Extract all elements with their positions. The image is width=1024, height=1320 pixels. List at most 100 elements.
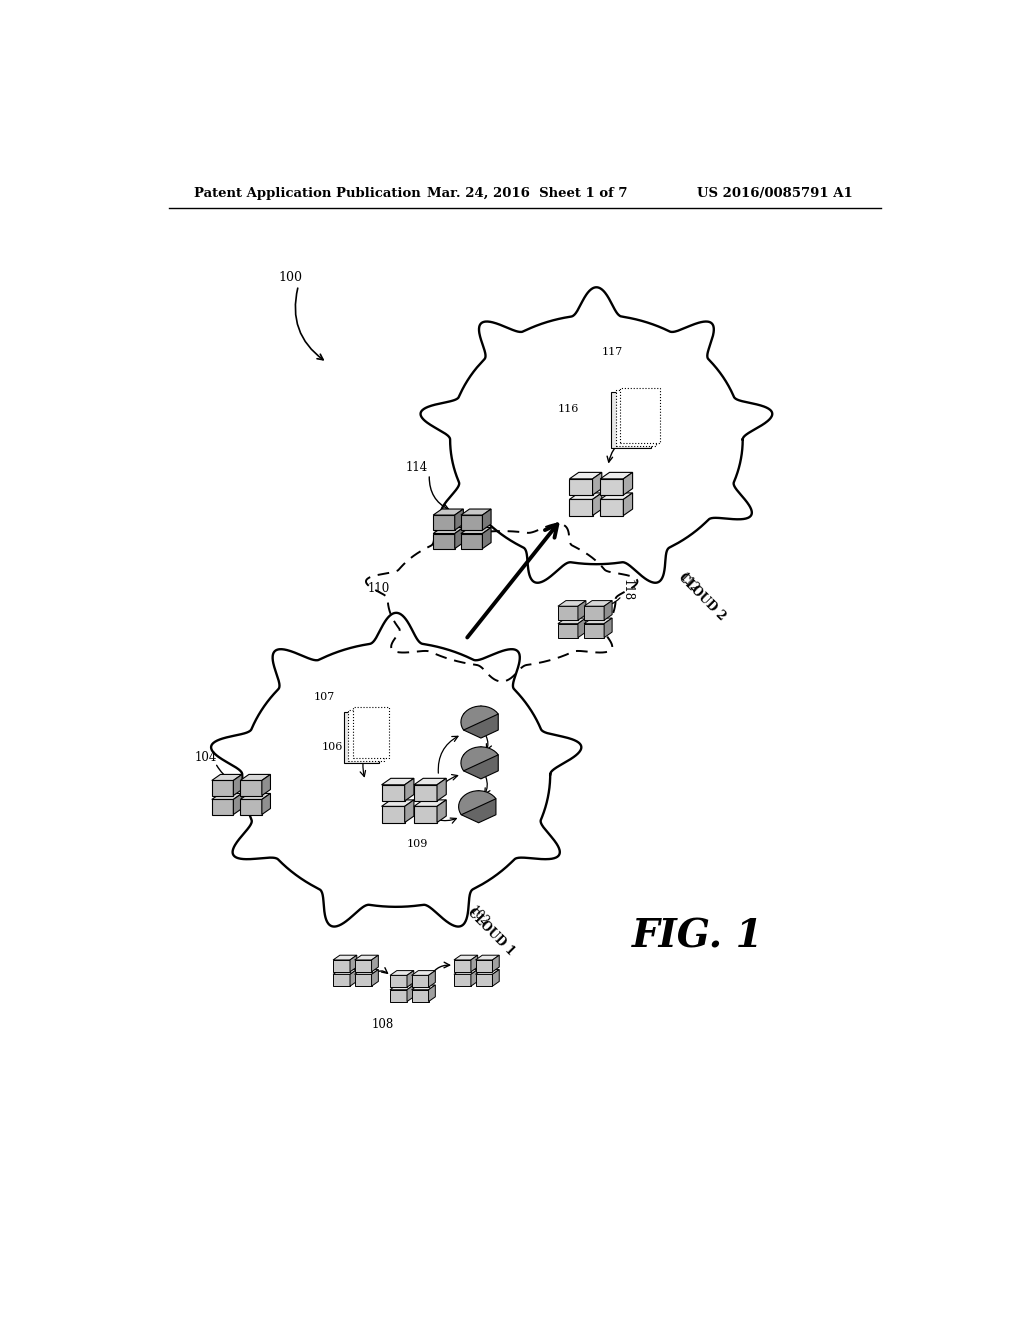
Polygon shape: [475, 970, 500, 974]
Polygon shape: [454, 956, 477, 960]
Polygon shape: [354, 956, 378, 960]
Polygon shape: [604, 618, 612, 638]
FancyBboxPatch shape: [348, 710, 384, 760]
Polygon shape: [624, 492, 633, 516]
Polygon shape: [600, 499, 624, 516]
Text: Patent Application Publication: Patent Application Publication: [194, 186, 421, 199]
Polygon shape: [569, 499, 593, 516]
Polygon shape: [382, 779, 414, 785]
Polygon shape: [366, 524, 637, 681]
Polygon shape: [593, 492, 602, 516]
Polygon shape: [569, 479, 593, 495]
Polygon shape: [390, 985, 414, 990]
Polygon shape: [262, 793, 270, 814]
Polygon shape: [412, 970, 435, 975]
Text: 102: 102: [466, 904, 492, 929]
Polygon shape: [372, 956, 378, 972]
Polygon shape: [461, 510, 492, 515]
Polygon shape: [421, 288, 772, 582]
Polygon shape: [382, 807, 404, 822]
Text: 114: 114: [406, 462, 428, 474]
Polygon shape: [464, 706, 499, 738]
Polygon shape: [429, 970, 435, 987]
Polygon shape: [390, 990, 407, 1002]
Polygon shape: [212, 793, 242, 800]
Polygon shape: [350, 956, 356, 972]
Text: 104: 104: [195, 751, 217, 764]
Polygon shape: [454, 974, 471, 986]
Text: CLOUD 1: CLOUD 1: [465, 907, 517, 958]
Polygon shape: [404, 779, 414, 801]
Polygon shape: [455, 528, 463, 549]
Text: 108: 108: [372, 1018, 394, 1031]
Polygon shape: [390, 975, 407, 987]
Polygon shape: [437, 779, 446, 801]
Text: 109: 109: [407, 838, 428, 849]
Polygon shape: [558, 623, 578, 638]
Polygon shape: [461, 533, 482, 549]
Polygon shape: [382, 785, 404, 801]
Polygon shape: [211, 612, 582, 927]
Polygon shape: [455, 510, 463, 531]
Polygon shape: [584, 601, 612, 606]
Polygon shape: [584, 623, 604, 638]
Polygon shape: [241, 793, 270, 800]
Polygon shape: [354, 974, 372, 986]
Polygon shape: [354, 970, 378, 974]
FancyBboxPatch shape: [353, 708, 388, 758]
Polygon shape: [241, 800, 262, 814]
Polygon shape: [475, 960, 493, 972]
Polygon shape: [433, 515, 455, 531]
Polygon shape: [600, 479, 624, 495]
Polygon shape: [558, 618, 586, 623]
Polygon shape: [471, 970, 477, 986]
Text: US 2016/0085791 A1: US 2016/0085791 A1: [696, 186, 852, 199]
Polygon shape: [475, 956, 500, 960]
Polygon shape: [569, 492, 602, 499]
Polygon shape: [414, 807, 437, 822]
Polygon shape: [454, 970, 477, 974]
Polygon shape: [461, 706, 499, 730]
Text: Mar. 24, 2016  Sheet 1 of 7: Mar. 24, 2016 Sheet 1 of 7: [427, 186, 628, 199]
Polygon shape: [429, 985, 435, 1002]
Polygon shape: [578, 601, 586, 620]
Polygon shape: [350, 970, 356, 986]
Polygon shape: [569, 473, 602, 479]
FancyBboxPatch shape: [344, 711, 379, 763]
Polygon shape: [414, 785, 437, 801]
FancyBboxPatch shape: [615, 391, 655, 446]
Polygon shape: [459, 791, 496, 814]
Polygon shape: [593, 473, 602, 495]
Polygon shape: [584, 606, 604, 620]
Polygon shape: [241, 775, 270, 780]
Polygon shape: [212, 780, 233, 796]
Polygon shape: [412, 975, 429, 987]
Polygon shape: [461, 747, 499, 771]
Polygon shape: [354, 960, 372, 972]
Polygon shape: [437, 800, 446, 822]
Polygon shape: [433, 533, 455, 549]
Polygon shape: [233, 775, 242, 796]
Text: 106: 106: [322, 742, 343, 752]
Text: 118: 118: [621, 578, 634, 601]
Polygon shape: [461, 528, 492, 533]
Text: 117: 117: [601, 347, 623, 358]
Polygon shape: [412, 985, 435, 990]
Polygon shape: [558, 601, 586, 606]
Polygon shape: [433, 510, 463, 515]
Text: CLOUD 2: CLOUD 2: [676, 572, 728, 623]
Polygon shape: [382, 800, 414, 807]
Polygon shape: [433, 528, 463, 533]
Polygon shape: [414, 779, 446, 785]
Polygon shape: [471, 956, 477, 972]
Polygon shape: [414, 800, 446, 807]
Polygon shape: [493, 956, 500, 972]
Polygon shape: [333, 960, 350, 972]
Polygon shape: [333, 974, 350, 986]
Polygon shape: [584, 618, 612, 623]
Polygon shape: [461, 791, 496, 822]
Polygon shape: [454, 960, 471, 972]
Polygon shape: [412, 990, 429, 1002]
Polygon shape: [604, 601, 612, 620]
Polygon shape: [212, 800, 233, 814]
